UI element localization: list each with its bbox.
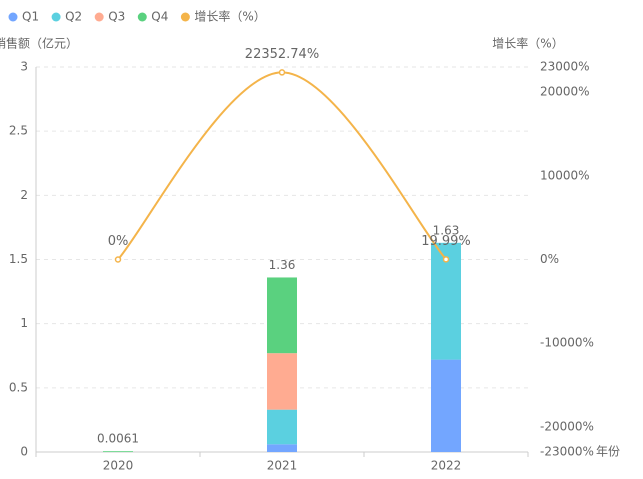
legend-marker [137, 12, 147, 22]
bar-segment [267, 409, 297, 445]
legend-label: Q1 [22, 10, 39, 24]
line-point [114, 256, 122, 263]
growth-line [117, 71, 447, 261]
y-tick-label: 2.5 [9, 124, 28, 138]
bar-segment [267, 444, 297, 452]
legend-label: 增长率（%） [194, 9, 265, 24]
x-tick-label: 2020 [103, 459, 134, 473]
line-value-label: 22352.74% [245, 47, 319, 62]
line-point [442, 256, 450, 263]
y2-tick-label: -20000% [540, 419, 594, 433]
legend-label: Q3 [108, 10, 125, 24]
y2-tick-label: 10000% [540, 168, 590, 182]
bar-segment [267, 353, 297, 410]
legend-marker [94, 12, 104, 22]
total-label: 1.36 [269, 258, 296, 272]
y-tick-label: 0 [20, 445, 28, 459]
y-tick-label: 1.5 [9, 252, 28, 266]
y2-tick-label: 23000% [540, 60, 590, 74]
legend-label: Q2 [65, 10, 82, 24]
x-tick-label: 2022 [431, 459, 462, 473]
y-tick-label: 3 [20, 60, 28, 74]
y2-tick-label: -23000% [540, 445, 594, 459]
y-axis-title: 销售额（亿元） [0, 36, 78, 51]
y2-tick-label: 20000% [540, 85, 590, 99]
legend-marker [51, 12, 61, 22]
line-point [278, 69, 286, 76]
line-value-label: 19.99% [421, 234, 471, 249]
y2-axis-title: 增长率（%） [492, 36, 563, 51]
y2-tick-label: -10000% [540, 336, 594, 350]
y2-tick-label: 0% [540, 252, 559, 266]
bar-segment [103, 451, 133, 453]
bar-segment [267, 277, 297, 354]
x-tick-label: 2021 [267, 459, 298, 473]
bar-segment [431, 359, 461, 452]
total-label: 0.0061 [97, 432, 139, 446]
legend-marker [180, 12, 190, 22]
y-tick-label: 1 [20, 316, 28, 330]
y-tick-label: 2 [20, 188, 28, 202]
x-axis-title: 年份 [596, 445, 620, 459]
legend-marker [8, 12, 18, 22]
line-value-label: 0% [108, 234, 129, 249]
legend-label: Q4 [151, 10, 168, 24]
total-label: 1.63 [433, 223, 460, 237]
y-tick-label: 0.5 [9, 380, 28, 394]
